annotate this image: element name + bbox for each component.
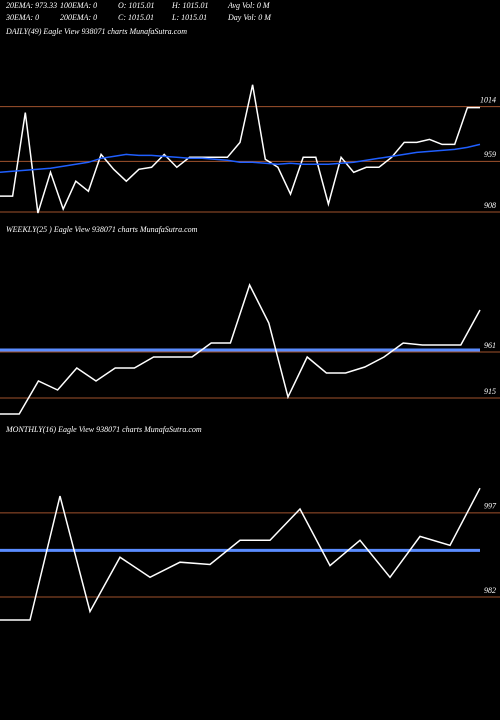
header-stat: H: 1015.01 <box>171 1 208 10</box>
panel-title: DAILY(49) Eagle View 938071 charts Munaf… <box>5 27 187 36</box>
y-tick-label: 997 <box>484 502 497 511</box>
header-stat: L: 1015.01 <box>171 13 207 22</box>
series-line <box>0 283 481 415</box>
header-stat: Avg Vol: 0 M <box>227 1 271 10</box>
y-tick-label: 1014 <box>480 95 496 104</box>
header-stat: 30EMA: 0 <box>5 13 39 22</box>
series-line <box>0 84 480 214</box>
header-stat: O: 1015.01 <box>118 1 154 10</box>
header-stat: 20EMA: 973.33 <box>6 1 57 10</box>
y-tick-label: 915 <box>484 387 496 396</box>
header-stat: Day Vol: 0 M <box>227 13 272 22</box>
panel-title: WEEKLY(25 ) Eagle View 938071 charts Mun… <box>6 225 198 234</box>
y-tick-label: 959 <box>484 150 496 159</box>
series-line <box>0 487 481 621</box>
y-tick-label: 908 <box>484 201 496 210</box>
header-stat: 100EMA: 0 <box>60 1 97 10</box>
panel-title: MONTHLY(16) Eagle View 938071 charts Mun… <box>5 425 202 434</box>
header-stat: 200EMA: 0 <box>60 13 97 22</box>
y-tick-label: 961 <box>484 341 496 350</box>
series-line <box>0 143 481 174</box>
header-stat: C: 1015.01 <box>118 13 154 22</box>
y-tick-label: 982 <box>484 586 496 595</box>
